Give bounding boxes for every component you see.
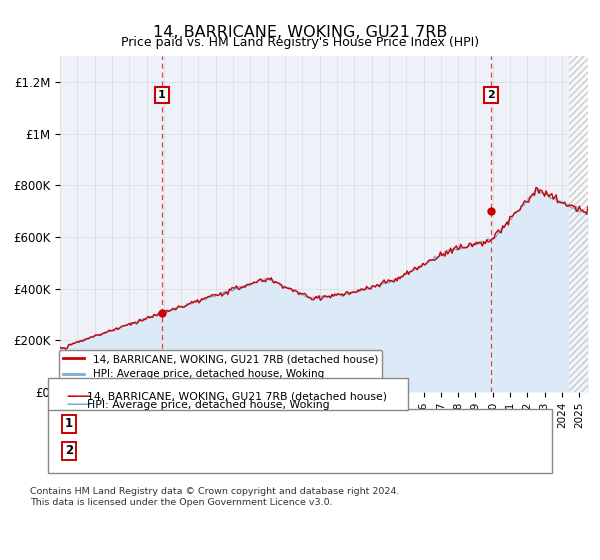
Text: 2: 2 — [65, 444, 73, 458]
Text: Price paid vs. HM Land Registry's House Price Index (HPI): Price paid vs. HM Land Registry's House … — [121, 36, 479, 49]
Text: 20-NOV-2019: 20-NOV-2019 — [93, 444, 172, 458]
Text: £305,000: £305,000 — [228, 417, 284, 431]
Text: 7% ↓ HPI: 7% ↓ HPI — [345, 417, 400, 431]
Text: 20-NOV-2000: 20-NOV-2000 — [93, 417, 171, 431]
Bar — [569, 56, 588, 392]
Text: 14, BARRICANE, WOKING, GU21 7RB: 14, BARRICANE, WOKING, GU21 7RB — [153, 25, 447, 40]
Legend: 14, BARRICANE, WOKING, GU21 7RB (detached house), HPI: Average price, detached h: 14, BARRICANE, WOKING, GU21 7RB (detache… — [59, 350, 382, 384]
Text: HPI: Average price, detached house, Woking: HPI: Average price, detached house, Woki… — [87, 400, 329, 410]
Text: 17% ↓ HPI: 17% ↓ HPI — [345, 444, 407, 458]
Text: Contains HM Land Registry data © Crown copyright and database right 2024.
This d: Contains HM Land Registry data © Crown c… — [30, 487, 400, 507]
Text: 1: 1 — [158, 90, 166, 100]
Text: ——: —— — [66, 390, 91, 403]
Text: ——: —— — [66, 398, 91, 412]
Text: 14, BARRICANE, WOKING, GU21 7RB (detached house): 14, BARRICANE, WOKING, GU21 7RB (detache… — [87, 391, 387, 402]
Text: £700,000: £700,000 — [228, 444, 284, 458]
Text: 2: 2 — [487, 90, 495, 100]
Text: 1: 1 — [65, 417, 73, 431]
